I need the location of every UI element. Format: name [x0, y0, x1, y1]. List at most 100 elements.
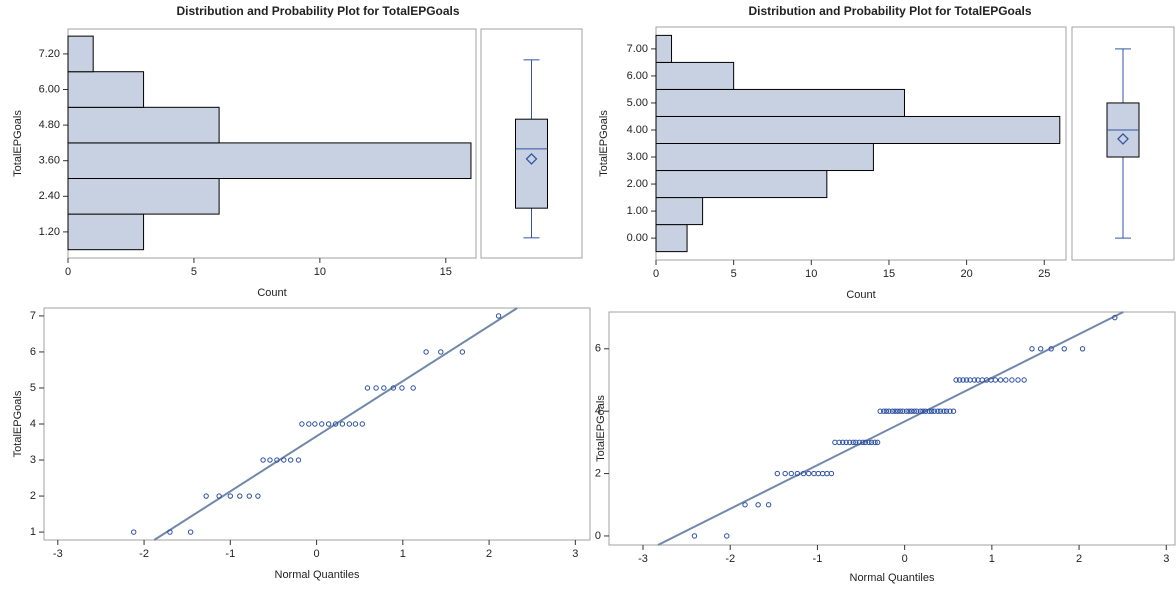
point [862, 439, 869, 446]
point [255, 493, 261, 499]
point [920, 408, 926, 414]
point [319, 421, 325, 427]
point [1015, 377, 1021, 383]
x-tick-label: -1 [225, 548, 235, 560]
point [883, 408, 890, 414]
point [843, 439, 849, 446]
point [840, 439, 846, 446]
point [819, 470, 826, 477]
chart-title: Distribution and Probability Plot for To… [748, 4, 1031, 18]
y-tick-label: 4.00 [627, 124, 648, 136]
y-tick-label: 4 [595, 405, 601, 417]
point [167, 529, 173, 535]
point [495, 313, 502, 319]
point [937, 408, 944, 414]
point [364, 385, 371, 391]
point [874, 439, 881, 446]
x-tick-label: 5 [191, 266, 197, 278]
y-tick-label: 3.60 [39, 155, 60, 167]
point [765, 502, 772, 508]
bar [655, 170, 828, 199]
point [960, 377, 966, 383]
point [1029, 346, 1035, 352]
point [908, 408, 915, 414]
point [856, 439, 862, 446]
point [295, 457, 302, 463]
point [782, 470, 788, 477]
y-tick-label: 7.20 [39, 48, 60, 60]
point [299, 421, 305, 427]
point [926, 408, 932, 414]
x-tick-label: -3 [638, 553, 648, 565]
point [872, 439, 878, 446]
y-tick-label: 4.80 [39, 119, 60, 131]
point [325, 421, 332, 427]
x-tick-label: 1 [400, 548, 406, 560]
point [997, 377, 1004, 383]
x-tick-label: 0 [653, 268, 659, 280]
point [931, 408, 937, 414]
point [438, 349, 444, 355]
y-tick-label: 6 [595, 343, 601, 355]
point [423, 349, 429, 355]
chart-title: Distribution and Probability Plot for To… [176, 4, 459, 18]
point [724, 533, 730, 539]
point [306, 421, 312, 427]
y-tick-label: 2.40 [39, 190, 60, 202]
mean-marker [1117, 132, 1129, 145]
point [928, 408, 935, 414]
bar [67, 106, 220, 144]
x-tick-label: -3 [53, 548, 63, 560]
point [246, 493, 252, 499]
point [339, 421, 346, 427]
point [332, 421, 339, 427]
x-tick-label: 3 [572, 548, 578, 560]
point [381, 385, 387, 391]
point [312, 421, 318, 427]
y-tick-label: 2.00 [627, 178, 648, 190]
point [1048, 346, 1054, 352]
y-axis-label: TotalEPGoals [598, 110, 610, 177]
x-tick-label: 0 [902, 553, 908, 565]
point [889, 408, 896, 414]
point [459, 349, 466, 355]
y-tick-label: 0 [595, 530, 601, 542]
plot-frame [1071, 26, 1175, 261]
y-tick-label: 1.00 [627, 205, 648, 217]
point [897, 408, 903, 414]
point [410, 385, 416, 391]
x-axis-label: Normal Quantiles [850, 572, 935, 584]
point [274, 457, 280, 463]
y-tick-label: 1 [30, 526, 36, 538]
x-tick-label: -2 [139, 548, 149, 560]
point [853, 439, 859, 446]
point [894, 408, 901, 414]
point [906, 408, 912, 414]
x-axis-label: Normal Quantiles [275, 569, 360, 581]
point [811, 470, 817, 477]
x-tick-label: 25 [1038, 268, 1050, 280]
point [824, 470, 830, 477]
bar [655, 143, 874, 172]
bar [67, 213, 145, 251]
plot-frame [480, 28, 583, 259]
point [287, 457, 294, 463]
point [359, 421, 365, 427]
reference-line [657, 311, 1124, 546]
point [922, 408, 929, 414]
point [847, 439, 853, 446]
point [691, 533, 698, 539]
point [1037, 346, 1044, 352]
bar [655, 197, 704, 226]
y-tick-label: 7.00 [627, 43, 648, 55]
point [281, 457, 287, 463]
point [971, 377, 978, 383]
point [850, 439, 856, 446]
x-tick-label: -1 [813, 553, 823, 565]
point [373, 385, 379, 391]
bar [67, 35, 94, 73]
point [892, 408, 898, 414]
reference-line [153, 307, 518, 541]
point [877, 408, 883, 414]
point [941, 408, 947, 414]
